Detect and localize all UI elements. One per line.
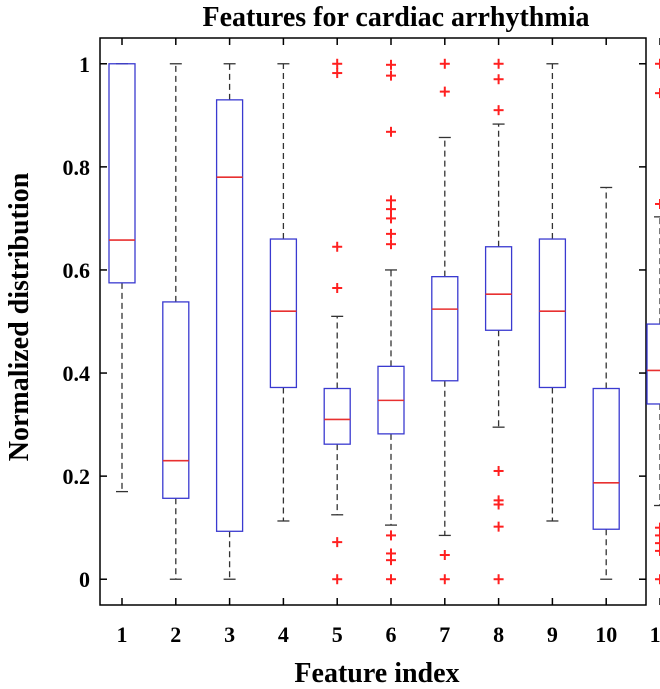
chart-title: Features for cardiac arrhythmia xyxy=(203,2,590,33)
outlier-point xyxy=(493,465,504,476)
outlier-point xyxy=(332,574,343,585)
outlier-point xyxy=(493,574,504,585)
outlier-point xyxy=(386,70,396,81)
iqr-box xyxy=(162,301,190,499)
x-tick-label: 8 xyxy=(493,622,504,647)
iqr-box xyxy=(215,99,244,532)
outlier-point xyxy=(439,550,450,561)
x-tick-label: 2 xyxy=(170,622,181,647)
outlier-point xyxy=(332,241,343,252)
iqr-box xyxy=(592,387,620,530)
box-feature-10 xyxy=(592,186,620,580)
outlier-point xyxy=(493,521,504,532)
box-feature-2 xyxy=(162,63,190,580)
x-axis: 123456789101112 xyxy=(117,38,660,647)
y-tick-label: 0.8 xyxy=(63,155,91,180)
box-feature-1 xyxy=(108,63,136,493)
y-axis-label: Normalized distribution xyxy=(4,172,35,461)
outlier-point xyxy=(386,548,396,559)
iqr-box xyxy=(323,387,351,445)
outlier-point xyxy=(493,58,504,69)
iqr-box xyxy=(108,63,136,284)
outlier-point xyxy=(439,86,450,97)
outlier-point xyxy=(386,228,396,239)
outlier-point xyxy=(386,239,396,250)
y-tick-label: 0.6 xyxy=(63,258,91,283)
outlier-point xyxy=(439,58,450,69)
box-feature-5 xyxy=(323,58,351,585)
outlier-point xyxy=(386,530,396,541)
box-feature-9 xyxy=(538,63,567,522)
x-tick-label: 3 xyxy=(224,622,235,647)
outlier-point xyxy=(655,198,660,209)
box-feature-11 xyxy=(646,58,660,585)
x-tick-label: 10 xyxy=(595,622,617,647)
outlier-point xyxy=(386,204,396,215)
box-feature-8 xyxy=(484,58,513,585)
iqr-box xyxy=(431,276,459,382)
x-axis-label: Feature index xyxy=(294,658,459,689)
box-feature-6 xyxy=(377,59,405,585)
x-tick-label: 6 xyxy=(386,622,397,647)
box-feature-7 xyxy=(431,58,459,585)
outlier-point xyxy=(386,126,396,137)
outlier-point xyxy=(332,68,343,79)
outlier-point xyxy=(332,537,343,548)
x-tick-label: 4 xyxy=(278,622,289,647)
y-axis: 0 0.2 0.4 0.6 0.8 1 xyxy=(63,52,646,592)
outlier-point xyxy=(655,58,660,69)
plot-frame xyxy=(99,37,647,606)
x-tick-label: 9 xyxy=(547,622,558,647)
outlier-point xyxy=(655,574,660,585)
outlier-point xyxy=(332,282,343,293)
x-tick-label: 7 xyxy=(439,622,450,647)
iqr-box xyxy=(646,323,660,405)
x-tick-label: 5 xyxy=(332,622,343,647)
outlier-point xyxy=(386,574,396,585)
x-tick-label: 11 xyxy=(650,622,660,647)
outlier-point xyxy=(332,58,343,69)
iqr-box xyxy=(538,238,567,389)
outlier-point xyxy=(439,574,450,585)
outlier-point xyxy=(493,105,504,116)
outlier-point xyxy=(655,538,660,549)
y-tick-label: 0.4 xyxy=(63,361,91,386)
iqr-box xyxy=(484,246,513,331)
box-feature-4 xyxy=(269,63,298,522)
y-tick-label: 0.2 xyxy=(63,464,91,489)
iqr-box xyxy=(269,238,298,389)
y-tick-label: 1 xyxy=(79,52,90,77)
y-tick-label: 0 xyxy=(79,567,90,592)
boxes-layer xyxy=(108,58,660,585)
outlier-point xyxy=(655,545,660,556)
outlier-point xyxy=(655,522,660,533)
x-tick-label: 1 xyxy=(117,622,128,647)
outlier-point xyxy=(655,88,660,99)
outlier-point xyxy=(493,495,504,506)
outlier-point xyxy=(655,530,660,541)
outlier-point xyxy=(493,74,504,85)
outlier-point xyxy=(386,213,396,224)
outlier-point xyxy=(386,195,396,206)
outlier-point xyxy=(386,59,396,70)
box-feature-3 xyxy=(215,63,244,580)
